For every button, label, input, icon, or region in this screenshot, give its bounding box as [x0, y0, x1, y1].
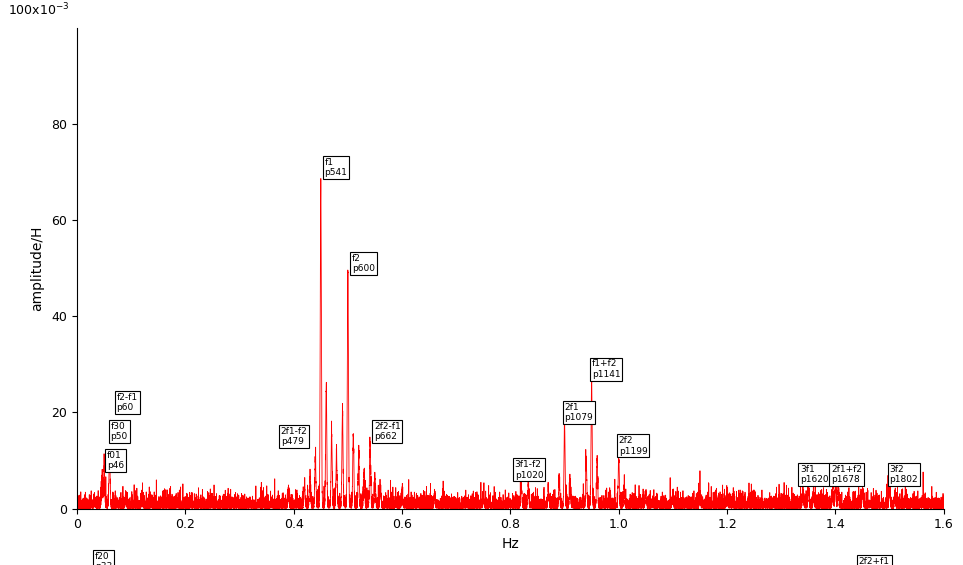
- Text: 3f1
p1620: 3f1 p1620: [800, 465, 829, 485]
- Text: f2-f1
p60: f2-f1 p60: [117, 393, 138, 412]
- Text: f1+f2
p1141: f1+f2 p1141: [591, 359, 620, 379]
- X-axis label: Hz: Hz: [502, 537, 519, 551]
- Text: f2
p600: f2 p600: [352, 254, 376, 273]
- Text: 2f2-f1
p662: 2f2-f1 p662: [374, 422, 401, 441]
- Text: f30
p50: f30 p50: [111, 422, 128, 441]
- Y-axis label: amplitude/H: amplitude/H: [31, 225, 44, 311]
- Text: 100x10$^{-3}$: 100x10$^{-3}$: [8, 2, 69, 19]
- Text: 2f2
p1199: 2f2 p1199: [619, 436, 647, 455]
- Text: 3f1-f2
p1020: 3f1-f2 p1020: [515, 460, 543, 480]
- Text: f01
p46: f01 p46: [107, 451, 124, 470]
- Text: 2f1-f2
p479: 2f1-f2 p479: [281, 427, 307, 446]
- Text: 2f2+f1
p1738: 2f2+f1 p1738: [859, 557, 890, 565]
- Text: f1
p541: f1 p541: [325, 158, 348, 177]
- Text: 3f2
p1802: 3f2 p1802: [890, 465, 918, 485]
- Text: f20
p33: f20 p33: [95, 551, 112, 565]
- Text: 2f1
p1079: 2f1 p1079: [564, 403, 593, 422]
- Text: 2f1+f2
p1678: 2f1+f2 p1678: [831, 465, 862, 485]
